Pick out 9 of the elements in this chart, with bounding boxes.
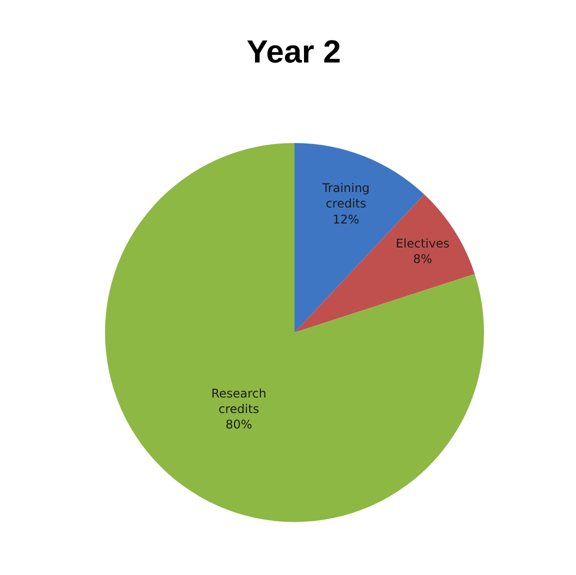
- data-label: 8%: [413, 252, 432, 266]
- data-label: 80%: [225, 418, 252, 432]
- slice-label: Research credits: [211, 386, 266, 416]
- pie-slice: [294, 194, 475, 332]
- chart-title: Year 2: [246, 34, 341, 70]
- pie-slice: [105, 143, 484, 522]
- slice-label: Training credits: [321, 181, 370, 211]
- slice-label: Electives: [396, 236, 450, 250]
- data-label: 12%: [332, 212, 360, 226]
